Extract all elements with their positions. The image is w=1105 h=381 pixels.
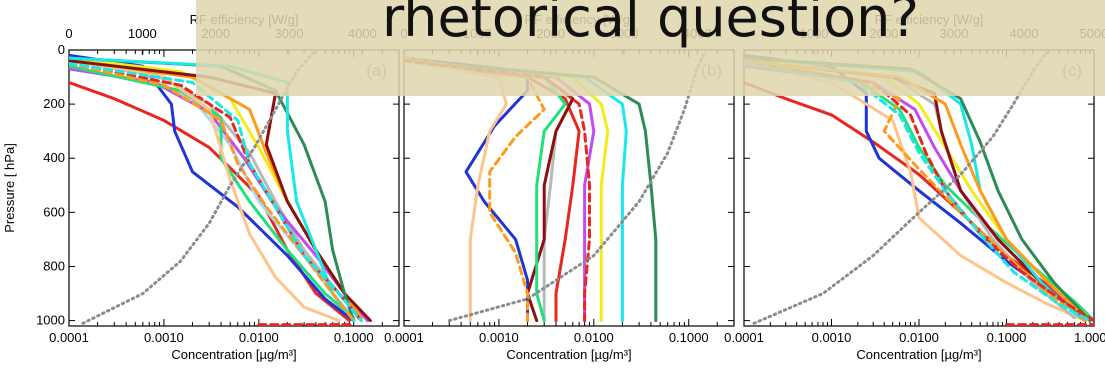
- y-tick-label: 1000: [36, 313, 65, 328]
- y-tick-label: 200: [43, 96, 65, 111]
- y-axis-label: Pressure [ hPa]: [2, 143, 17, 233]
- y-tick-label: 800: [43, 258, 65, 273]
- series-line-1: [69, 81, 351, 323]
- x-tick-label: 0.0010: [479, 330, 519, 345]
- series-line-11: [404, 56, 546, 323]
- top-tick-label: 0: [65, 26, 72, 41]
- x-tick-label: 0.1000: [669, 330, 709, 345]
- overlay-banner-text: rhetorical question?: [381, 0, 920, 49]
- x-tick-label: 0.0100: [574, 330, 614, 345]
- x-tick-label: 0.0010: [144, 330, 184, 345]
- x-axis-label: Concentration [µg/m³]: [506, 347, 631, 362]
- series-line-8: [404, 59, 628, 323]
- x-tick-label: 0.1000: [987, 330, 1027, 345]
- series-line-15: [69, 62, 363, 323]
- x-tick-label: 0.0100: [899, 330, 939, 345]
- series-line-5: [404, 59, 567, 323]
- y-tick-label: 400: [43, 150, 65, 165]
- x-tick-label: 0.0010: [812, 330, 852, 345]
- y-tick-label: 0: [58, 42, 65, 57]
- x-axis-label: Concentration [µg/m³]: [856, 347, 981, 362]
- x-tick-label: 0.0001: [384, 330, 424, 345]
- x-tick-label: 0.0001: [49, 330, 89, 345]
- x-tick-label: 0.1000: [334, 330, 374, 345]
- x-tick-label: 0.0100: [239, 330, 279, 345]
- overlay-banner: [196, 0, 1105, 96]
- series-line-14: [69, 62, 356, 323]
- series-line-13: [447, 50, 707, 323]
- x-tick-label: 0.0001: [724, 330, 764, 345]
- x-axis-label: Concentration [µg/m³]: [171, 347, 296, 362]
- top-tick-label: 1000: [128, 26, 157, 41]
- y-tick-label: 600: [43, 204, 65, 219]
- series-line-2: [404, 56, 529, 323]
